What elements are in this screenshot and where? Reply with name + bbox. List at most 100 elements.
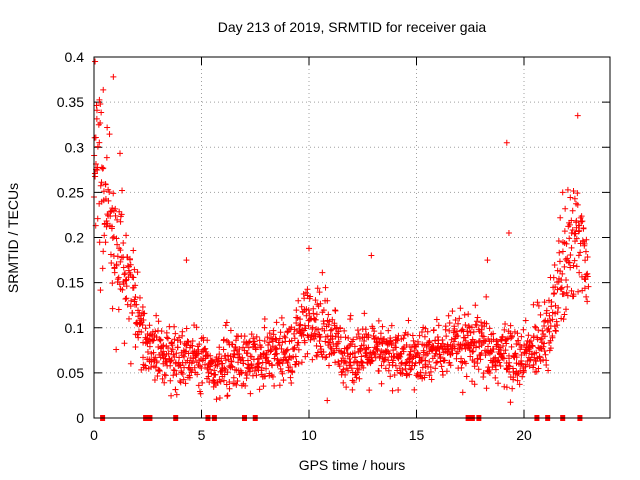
data-point [568, 287, 575, 294]
data-point [119, 187, 126, 194]
data-point [579, 218, 586, 225]
data-point [114, 241, 121, 248]
data-point [218, 355, 225, 362]
data-point [152, 328, 159, 335]
data-point [350, 379, 357, 386]
data-point [503, 336, 510, 343]
data-point [309, 324, 316, 331]
data-point [97, 182, 104, 189]
data-point [461, 334, 468, 341]
data-point [490, 336, 497, 343]
data-point [184, 338, 191, 345]
data-point [172, 330, 179, 337]
data-point [354, 327, 361, 334]
data-point [170, 372, 177, 379]
data-point [433, 316, 440, 323]
data-point [121, 340, 128, 347]
data-point [161, 379, 168, 386]
data-point [506, 363, 513, 370]
data-point [216, 351, 223, 358]
data-point [260, 383, 267, 390]
data-point [325, 311, 332, 318]
data-point [459, 389, 466, 396]
data-point [340, 366, 347, 373]
data-point [361, 338, 368, 345]
data-point [220, 377, 227, 384]
data-point [535, 327, 542, 334]
data-point [118, 254, 125, 261]
data-point [292, 353, 299, 360]
data-point [542, 351, 549, 358]
data-point [106, 188, 113, 195]
data-point [214, 379, 221, 386]
data-point [141, 310, 148, 317]
data-point [580, 224, 587, 231]
data-point [238, 369, 245, 376]
data-point [180, 352, 187, 359]
data-point [399, 345, 406, 352]
data-point [94, 143, 101, 150]
data-point [582, 257, 589, 264]
data-point [362, 349, 369, 356]
data-point [163, 329, 170, 336]
data-point [115, 306, 122, 313]
data-point [173, 391, 180, 398]
data-point [105, 197, 112, 204]
data-point [335, 328, 342, 335]
data-point [473, 318, 480, 325]
data-point [563, 240, 570, 247]
data-point [522, 317, 529, 324]
chart-title: Day 213 of 2019, SRMTID for receiver gai… [218, 19, 487, 35]
data-point [461, 311, 468, 318]
data-point [449, 308, 456, 315]
data-point [127, 261, 134, 268]
data-point [211, 367, 218, 374]
data-point [474, 355, 481, 362]
data-point [377, 330, 384, 337]
data-point [501, 326, 508, 333]
data-point [322, 284, 329, 291]
data-point [243, 372, 250, 379]
data-point [506, 359, 513, 366]
data-point [211, 378, 218, 385]
data-point [422, 357, 429, 364]
data-point [228, 358, 235, 365]
data-point [513, 341, 520, 348]
x-tick-label: 20 [516, 427, 532, 443]
data-point [462, 345, 469, 352]
data-point [205, 369, 212, 376]
data-point [478, 350, 485, 357]
data-point [554, 309, 561, 316]
data-point [130, 247, 137, 254]
data-point [500, 355, 507, 362]
data-point [402, 365, 409, 372]
data-point [315, 326, 322, 333]
data-point [272, 346, 279, 353]
y-tick-label: 0.4 [65, 49, 85, 65]
data-point [167, 377, 174, 384]
data-point [262, 373, 269, 380]
data-point [322, 338, 329, 345]
data-point [403, 359, 410, 366]
data-point [435, 322, 442, 329]
data-point [324, 397, 331, 404]
data-point [235, 333, 242, 340]
data-point [478, 329, 485, 336]
data-point [513, 354, 520, 361]
data-point [99, 165, 106, 172]
data-point [578, 213, 585, 220]
data-point [287, 374, 294, 381]
data-point [375, 317, 382, 324]
data-point [547, 337, 554, 344]
data-point [560, 290, 567, 297]
data-point [399, 367, 406, 374]
data-point [426, 358, 433, 365]
data-point [322, 354, 329, 361]
data-point [462, 360, 469, 367]
data-point [421, 333, 428, 340]
y-tick-label: 0.05 [57, 365, 84, 381]
data-point [485, 343, 492, 350]
data-point [564, 186, 571, 193]
data-point [377, 351, 384, 358]
data-point [115, 274, 122, 281]
